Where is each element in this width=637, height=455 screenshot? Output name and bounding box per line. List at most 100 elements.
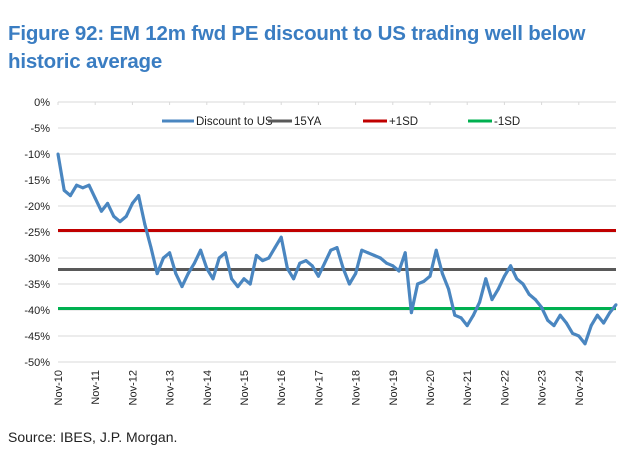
data-point: [75, 183, 79, 187]
data-point: [87, 183, 91, 187]
x-tick-label: Nov-16: [276, 370, 288, 405]
data-point: [273, 246, 277, 250]
legend-label: -1SD: [494, 116, 520, 128]
data-point: [465, 324, 469, 328]
data-point: [509, 264, 513, 268]
legend-label: +1SD: [389, 116, 418, 128]
data-point: [137, 194, 141, 198]
data-point: [378, 256, 382, 260]
y-tick-label: -10%: [24, 149, 50, 161]
data-point: [391, 264, 395, 268]
data-point: [323, 261, 327, 265]
data-point: [211, 277, 215, 281]
data-point: [155, 272, 159, 276]
legend-label: Discount to US: [196, 116, 273, 128]
data-point: [354, 272, 358, 276]
data-point: [453, 313, 457, 317]
data-point: [416, 282, 420, 286]
x-tick-label: Nov-23: [537, 370, 549, 405]
source-note: Source: IBES, J.P. Morgan.: [8, 429, 178, 445]
data-point: [564, 321, 568, 325]
data-point: [496, 287, 500, 291]
data-point: [471, 313, 475, 317]
y-tick-label: -40%: [24, 305, 50, 317]
data-point: [502, 274, 506, 278]
data-point: [490, 298, 494, 302]
data-point: [341, 266, 345, 270]
data-point: [99, 209, 103, 213]
y-tick-label: -5%: [30, 123, 50, 135]
data-point: [347, 282, 351, 286]
data-point: [267, 256, 271, 260]
data-point: [106, 201, 110, 205]
data-point: [595, 313, 599, 317]
data-point: [186, 272, 190, 276]
data-point: [298, 261, 302, 265]
data-point: [434, 248, 438, 252]
x-tick-label: Nov-15: [239, 370, 251, 405]
data-point: [577, 334, 581, 338]
data-point: [552, 324, 556, 328]
data-point: [335, 246, 339, 250]
data-point: [279, 235, 283, 239]
data-point: [199, 248, 203, 252]
data-point: [459, 316, 463, 320]
data-point: [180, 285, 184, 289]
data-point: [285, 266, 289, 270]
data-point: [316, 274, 320, 278]
y-tick-label: 0%: [34, 97, 50, 109]
data-point: [242, 277, 246, 281]
data-point: [230, 277, 234, 281]
data-point: [112, 214, 116, 218]
data-point: [205, 266, 209, 270]
data-point: [292, 277, 296, 281]
data-point: [602, 321, 606, 325]
data-point: [161, 256, 165, 260]
data-point: [397, 269, 401, 273]
data-point: [62, 188, 66, 192]
data-point: [248, 282, 252, 286]
data-point: [484, 277, 488, 281]
data-point: [571, 331, 575, 335]
data-point: [81, 186, 85, 190]
x-tick-label: Nov-10: [53, 370, 65, 405]
data-point: [56, 152, 60, 156]
legend-label: 15YA: [294, 116, 322, 128]
x-tick-label: Nov-20: [425, 370, 437, 405]
data-point: [174, 272, 178, 276]
data-point: [68, 194, 72, 198]
data-point: [422, 279, 426, 283]
data-point: [546, 318, 550, 322]
x-tick-label: Nov-11: [90, 370, 102, 405]
y-tick-label: -30%: [24, 253, 50, 265]
data-point: [447, 287, 451, 291]
x-tick-label: Nov-13: [165, 370, 177, 405]
data-point: [540, 305, 544, 309]
data-point: [583, 342, 587, 346]
data-point: [589, 324, 593, 328]
x-tick-label: Nov-22: [499, 370, 511, 405]
y-tick-label: -50%: [24, 357, 50, 369]
y-tick-label: -25%: [24, 227, 50, 239]
data-point: [329, 248, 333, 252]
data-point: [217, 256, 221, 260]
data-point: [521, 282, 525, 286]
data-point: [608, 311, 612, 315]
x-tick-label: Nov-18: [351, 370, 363, 405]
chart-title: Figure 92: EM 12m fwd PE discount to US …: [8, 22, 586, 73]
data-point: [360, 248, 364, 252]
data-point: [440, 272, 444, 276]
y-tick-label: -45%: [24, 331, 50, 343]
x-tick-label: Nov-24: [574, 370, 586, 405]
y-tick-label: -35%: [24, 279, 50, 291]
data-point: [143, 222, 147, 226]
data-point: [533, 298, 537, 302]
x-tick-label: Nov-14: [202, 370, 214, 405]
data-point: [124, 214, 128, 218]
data-point: [310, 264, 314, 268]
data-point: [236, 285, 240, 289]
data-point: [223, 251, 227, 255]
data-point: [254, 253, 258, 257]
y-tick-label: -15%: [24, 175, 50, 187]
